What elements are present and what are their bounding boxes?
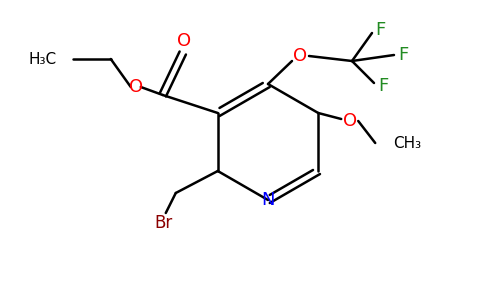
Text: CH₃: CH₃ (393, 136, 422, 151)
Text: O: O (343, 112, 357, 130)
Text: H₃C: H₃C (29, 52, 57, 67)
Text: Br: Br (155, 214, 173, 232)
Text: F: F (398, 46, 408, 64)
Text: O: O (177, 32, 191, 50)
Text: N: N (261, 191, 275, 209)
Text: F: F (375, 21, 385, 39)
Text: O: O (129, 78, 143, 96)
Text: O: O (293, 47, 307, 65)
Text: F: F (378, 77, 388, 95)
